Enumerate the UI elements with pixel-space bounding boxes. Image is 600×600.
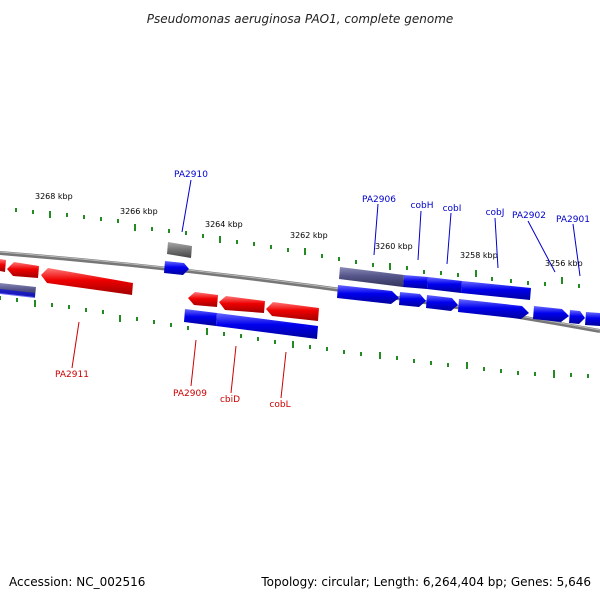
accession-text: Accession: NC_002516 xyxy=(9,575,146,589)
gene-label-cobl[interactable]: cobL xyxy=(269,400,290,410)
gene-arrow-pa2906[interactable] xyxy=(339,267,404,287)
gene-label-pa2901[interactable]: PA2901 xyxy=(556,215,590,225)
gene-label-cobi[interactable]: cobI xyxy=(443,204,462,214)
gene-arrow-cobh[interactable] xyxy=(403,275,428,289)
gene-arrow-pa2901[interactable] xyxy=(569,310,585,324)
scale-label: 3258 kbp xyxy=(460,251,498,260)
scale-label: 3266 kbp xyxy=(120,207,158,216)
gene-arrow[interactable] xyxy=(7,262,39,278)
forward-gene-labels: PA2910 PA2906 cobH cobI cobJ PA2902 PA29… xyxy=(174,170,590,225)
gene-arrow-cobl[interactable] xyxy=(266,302,319,321)
gene-label-pa2910[interactable]: PA2910 xyxy=(174,170,208,180)
map-title: Pseudomonas aeruginosa PAO1, complete ge… xyxy=(147,12,454,26)
gene-label-pa2911[interactable]: PA2911 xyxy=(55,370,89,380)
label-leaders xyxy=(71,179,581,399)
gene-arrow-cobi[interactable] xyxy=(427,277,462,293)
scale-ticks-inner xyxy=(0,296,589,378)
scale-label: 3256 kbp xyxy=(545,259,583,268)
gene-arrow[interactable] xyxy=(0,259,6,272)
topology-text: Topology: circular; Length: 6,264,404 bp… xyxy=(261,575,591,589)
scale-ticks-outer xyxy=(15,208,580,288)
gene-label-cobh[interactable]: cobH xyxy=(411,201,434,211)
gene-arrow[interactable] xyxy=(216,313,318,339)
gene-label-pa2906[interactable]: PA2906 xyxy=(362,195,396,205)
scale-label: 3260 kbp xyxy=(375,242,413,251)
scale-label: 3262 kbp xyxy=(290,231,328,240)
gene-label-cobj[interactable]: cobJ xyxy=(486,208,505,218)
gene-arrow[interactable] xyxy=(0,289,35,298)
gene-arrow-pa2902[interactable] xyxy=(533,306,569,322)
gene-arrow-cbid[interactable] xyxy=(219,296,265,313)
gene-arrow[interactable] xyxy=(426,295,458,311)
gene-arrow[interactable] xyxy=(458,299,529,319)
gene-label-pa2902[interactable]: PA2902 xyxy=(512,211,546,221)
scale-label: 3268 kbp xyxy=(35,192,73,201)
gene-arrow-pa2910[interactable] xyxy=(164,261,189,275)
gene-label-cbid[interactable]: cbiD xyxy=(220,395,240,405)
gene-arrow-pa2911[interactable] xyxy=(41,268,133,295)
scale-label: 3264 kbp xyxy=(205,220,243,229)
gene-arrow-pa2909[interactable] xyxy=(188,292,218,307)
forward-genes xyxy=(0,261,600,339)
gene-arrow[interactable] xyxy=(337,285,399,304)
gene-arrow-gray[interactable] xyxy=(167,242,192,258)
gene-label-pa2909[interactable]: PA2909 xyxy=(173,389,207,399)
gene-arrow[interactable] xyxy=(585,312,600,326)
reverse-gene-labels: PA2911 PA2909 cbiD cobL xyxy=(55,370,291,410)
gene-arrow[interactable] xyxy=(399,292,426,307)
gene-arrow-cobj[interactable] xyxy=(461,281,531,300)
reverse-genes xyxy=(0,259,319,321)
gene-arrow[interactable] xyxy=(184,309,217,326)
